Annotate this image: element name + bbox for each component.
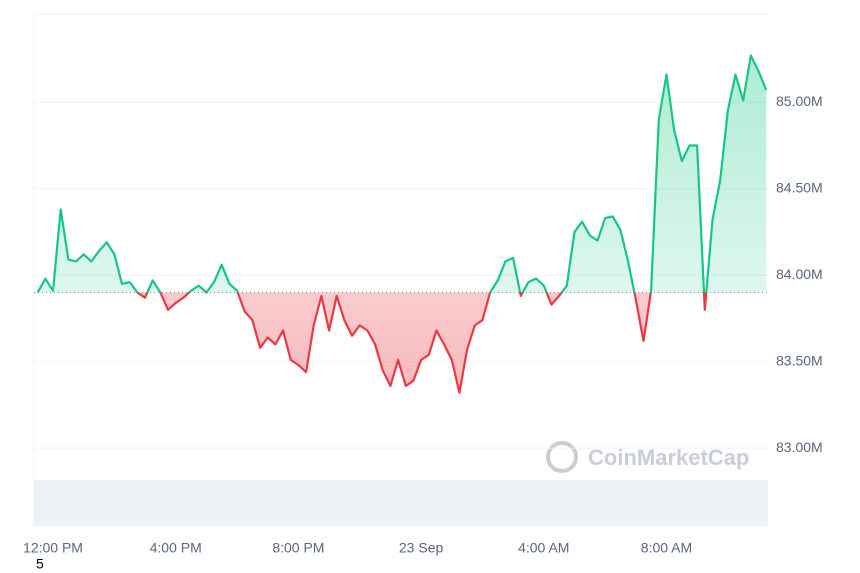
x-tick-label: 4:00 PM (150, 540, 202, 556)
volume-strip (34, 480, 768, 526)
x-tick-label: 23 Sep (399, 540, 444, 556)
price-line-up (36, 54, 768, 293)
y-tick-label: 84.50M (776, 179, 823, 195)
y-tick-label: 84.00M (776, 266, 823, 282)
y-tick-label: 83.00M (776, 439, 823, 455)
price-line-down (37, 292, 708, 394)
x-tick-label: 8:00 AM (641, 540, 692, 556)
x-tick-label: 4:00 AM (518, 540, 569, 556)
x-tick-label: 8:00 PM (272, 540, 324, 556)
watermark: CoinMarketCap (546, 441, 749, 473)
y-tick-label: 83.50M (776, 352, 823, 368)
y-tick-label: 85.00M (776, 93, 823, 109)
watermark-text: CoinMarketCap (588, 445, 749, 470)
x-tick-label: 12:00 PM (23, 540, 83, 556)
area-up (37, 55, 767, 293)
area-down (37, 292, 707, 393)
footnote: 5 (36, 556, 44, 572)
